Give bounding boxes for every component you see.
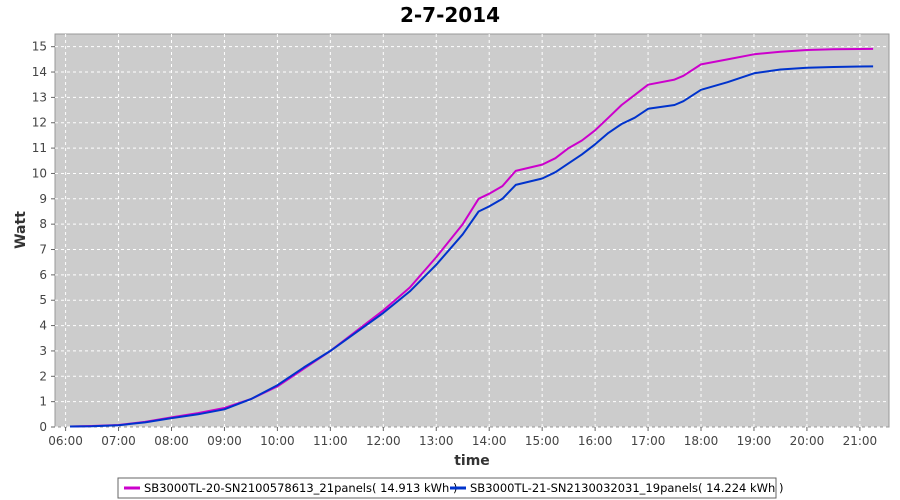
y-tick-label: 8 — [39, 217, 47, 231]
y-tick-label: 11 — [32, 141, 47, 155]
y-tick-label: 3 — [39, 344, 47, 358]
plot-area — [54, 33, 890, 428]
x-tick-label: 10:00 — [260, 434, 295, 448]
series-layer — [69, 47, 874, 428]
x-tick-label: 18:00 — [684, 434, 719, 448]
x-tick-label: 08:00 — [154, 434, 189, 448]
y-tick-label: 0 — [39, 420, 47, 434]
x-tick-label: 15:00 — [525, 434, 560, 448]
x-tick-label: 06:00 — [48, 434, 83, 448]
grid — [55, 34, 889, 428]
x-tick-label: 09:00 — [207, 434, 242, 448]
x-tick-label: 19:00 — [737, 434, 772, 448]
series-line-2 — [69, 65, 874, 428]
x-tick-label: 20:00 — [790, 434, 825, 448]
y-tick-label: 15 — [32, 40, 47, 54]
legend-label-2: SB3000TL-21-SN2130032031_19panels( 14.22… — [470, 481, 783, 495]
x-tick-label: 17:00 — [631, 434, 666, 448]
y-tick-label: 2 — [39, 369, 47, 383]
y-tick-label: 4 — [39, 319, 47, 333]
y-tick-label: 6 — [39, 268, 47, 282]
legend-box — [117, 477, 777, 499]
legend: SB3000TL-20-SN2100578613_21panels( 14.91… — [117, 477, 783, 499]
y-tick-label: 9 — [39, 192, 47, 206]
y-tick-label: 1 — [39, 395, 47, 409]
x-tick-label: 12:00 — [366, 434, 401, 448]
y-tick-label: 12 — [32, 116, 47, 130]
y-axis-label: Watt — [13, 211, 29, 249]
y-tick-label: 5 — [39, 293, 47, 307]
x-tick-label: 21:00 — [843, 434, 878, 448]
chart-title: 2-7-2014 — [400, 3, 500, 27]
x-tick-label: 11:00 — [313, 434, 348, 448]
y-tick-label: 7 — [39, 243, 47, 257]
x-axis-label: time — [454, 453, 490, 469]
y-tick-label: 10 — [32, 166, 47, 180]
y-tick-label: 14 — [32, 65, 47, 79]
x-tick-label: 07:00 — [101, 434, 136, 448]
y-tick-label: 13 — [32, 90, 47, 104]
legend-label-1: SB3000TL-20-SN2100578613_21panels( 14.91… — [144, 481, 457, 495]
x-tick-label: 16:00 — [578, 434, 613, 448]
x-tick-label: 14:00 — [472, 434, 507, 448]
x-tick-label: 13:00 — [419, 434, 454, 448]
